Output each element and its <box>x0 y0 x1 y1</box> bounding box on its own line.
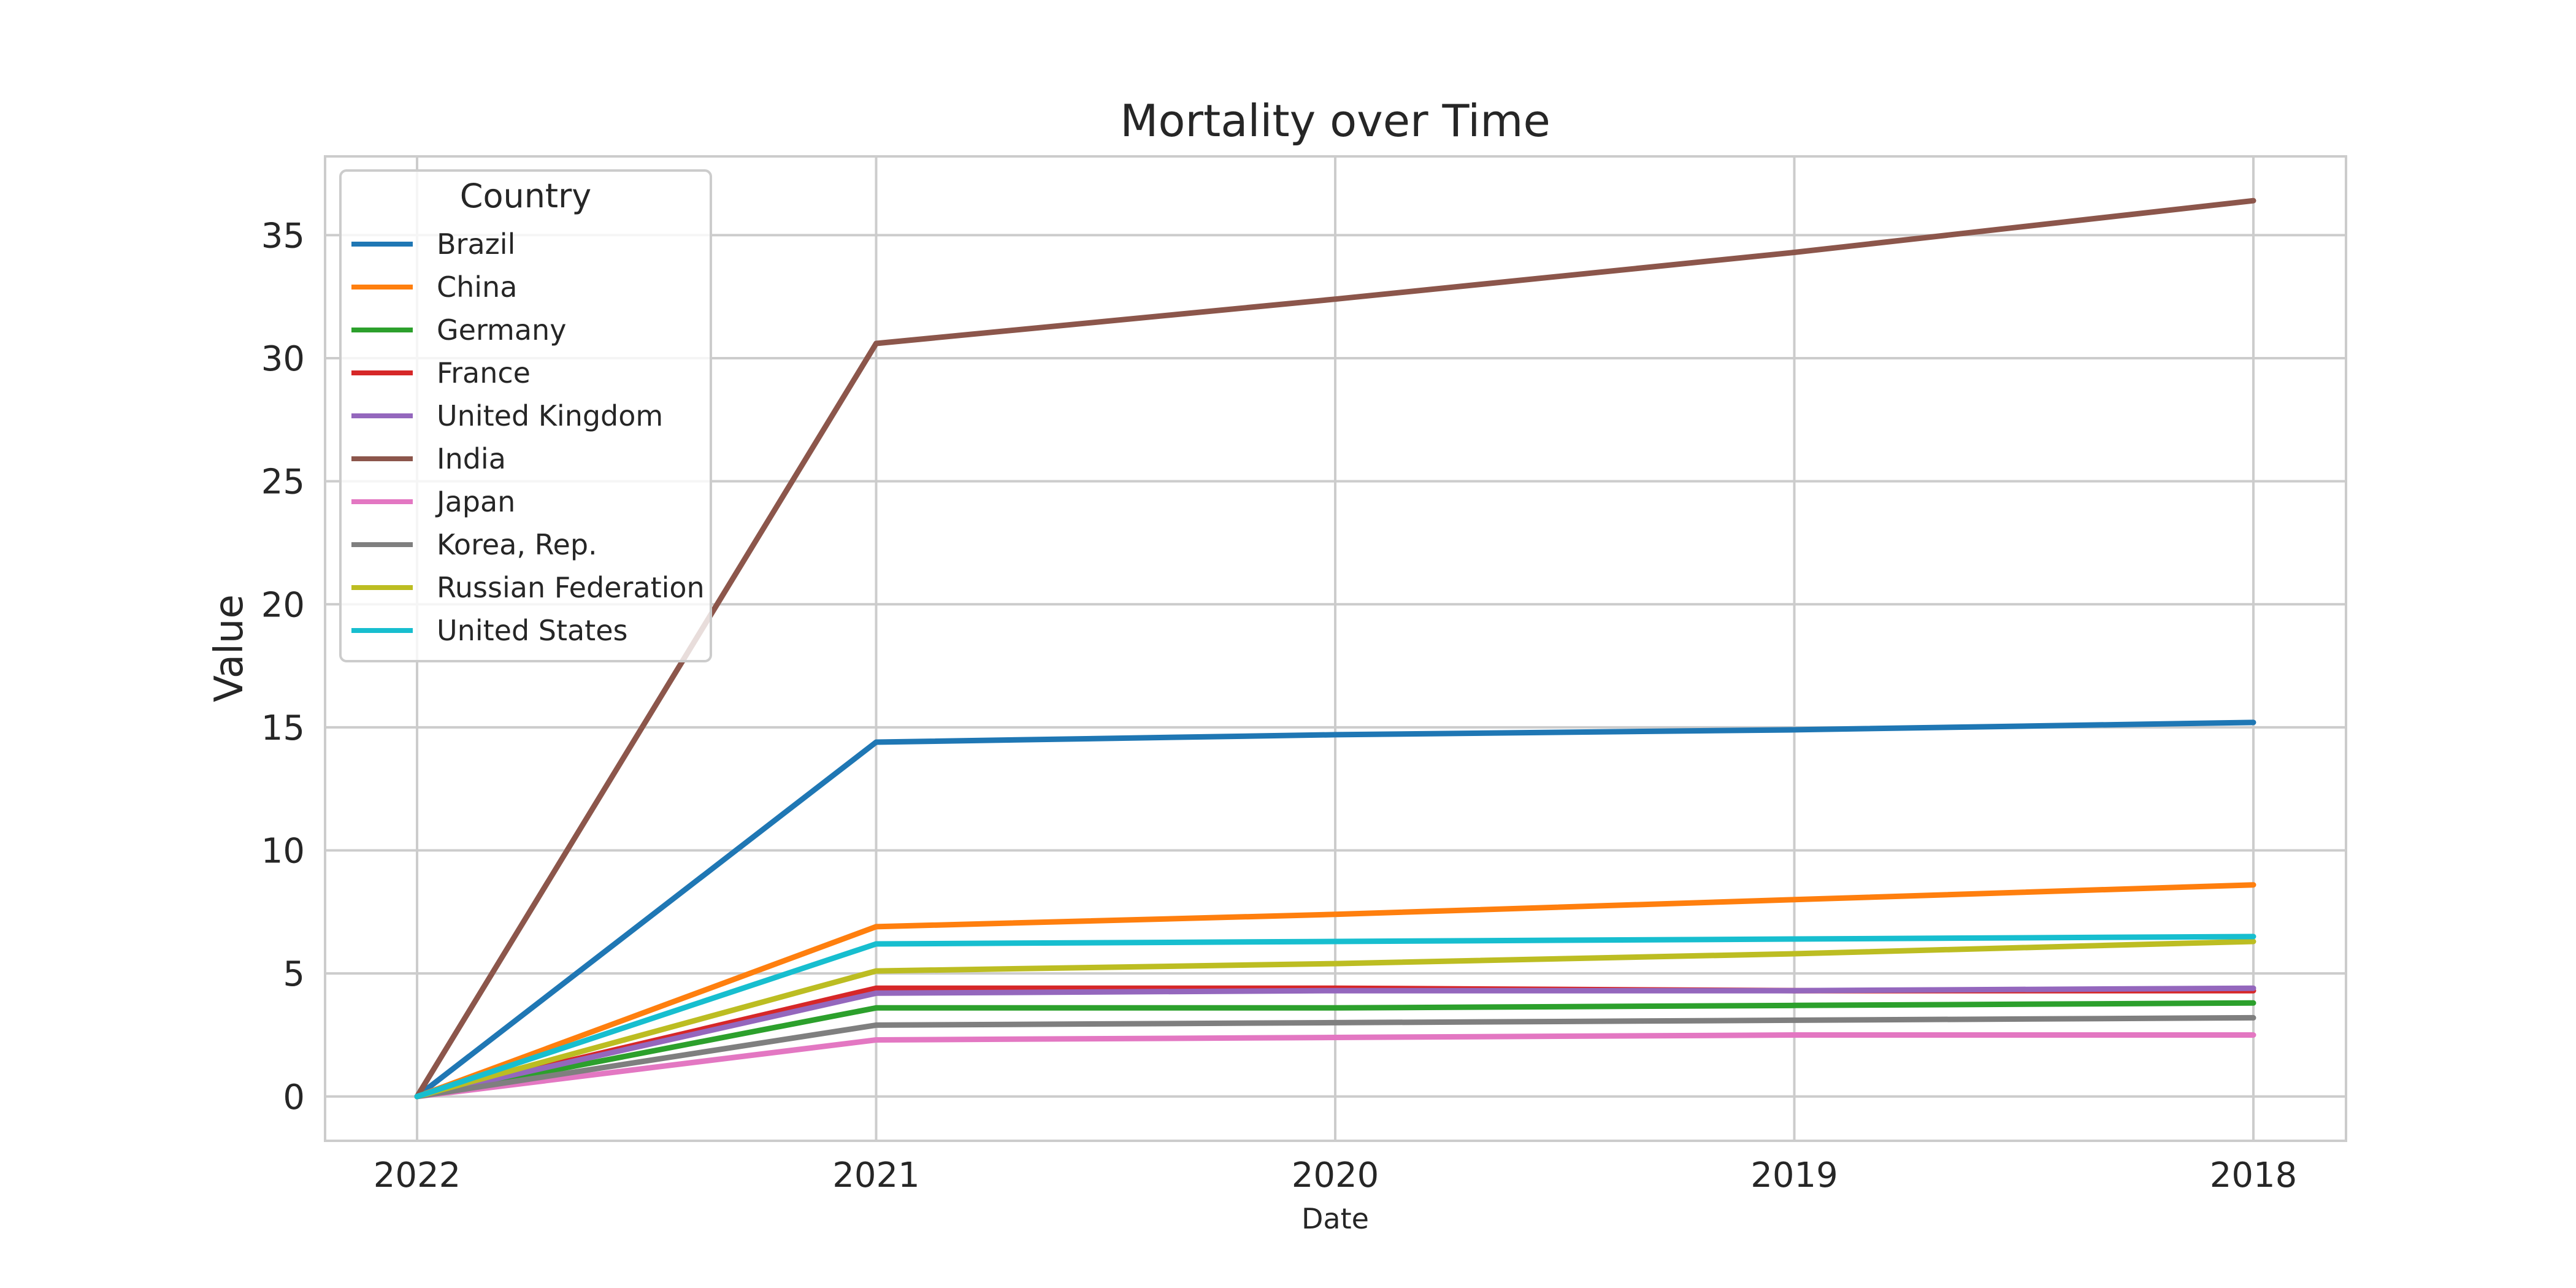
y-tick-label: 30 <box>261 339 305 379</box>
series-line-korea-rep <box>414 1014 2256 1100</box>
x-tick-label: 2019 <box>1750 1156 1838 1195</box>
legend-label-japan: Japan <box>435 485 515 518</box>
legend: Country Brazil China Germany France United K… <box>339 169 712 662</box>
y-axis-label: Value <box>207 594 252 702</box>
legend-box <box>339 169 712 662</box>
series-line-united-states <box>414 933 2256 1100</box>
legend-label-france: France <box>437 356 531 389</box>
series-line-united-kingdom <box>414 985 2256 1100</box>
legend-label-china: China <box>437 270 517 304</box>
x-axis-label: Date <box>1301 1202 1369 1235</box>
legend-title: Country <box>460 177 592 215</box>
x-tick-label: 2021 <box>832 1156 920 1195</box>
y-tick-label: 25 <box>261 462 305 502</box>
y-tick-label: 20 <box>261 585 305 625</box>
y-tick-label: 0 <box>283 1078 305 1117</box>
series-line-brazil <box>414 719 2256 1100</box>
y-tick-label: 10 <box>261 832 305 872</box>
chart-title: Mortality over Time <box>1120 95 1551 147</box>
legend-label-korea-rep: Korea, Rep. <box>437 528 597 561</box>
series-line-germany <box>414 1000 2256 1100</box>
series-line-china <box>414 882 2256 1100</box>
legend-label-india: India <box>437 442 506 475</box>
x-tick-label: 2022 <box>374 1156 461 1195</box>
legend-label-united-states: United States <box>437 614 628 647</box>
series-line-india <box>414 197 2256 1100</box>
series-line-japan <box>414 1032 2256 1100</box>
legend-label-brazil: Brazil <box>437 228 515 261</box>
legend-label-germany: Germany <box>437 313 566 347</box>
x-tick-label: 2018 <box>2210 1156 2298 1195</box>
y-tick-label: 35 <box>261 216 305 256</box>
x-axis-ticks: 2022 2021 2020 2019 2018 <box>374 1156 2298 1195</box>
y-tick-label: 5 <box>283 954 305 994</box>
series-lines <box>414 197 2256 1100</box>
legend-items: Brazil China Germany France United Kingdom In… <box>351 228 705 647</box>
y-tick-label: 15 <box>261 708 305 748</box>
series-line-russian-federation <box>414 938 2256 1100</box>
legend-label-united-kingdom: United Kingdom <box>437 399 663 432</box>
y-axis-ticks: 0 5 10 15 20 25 30 35 <box>261 216 305 1117</box>
x-tick-label: 2020 <box>1292 1156 1379 1195</box>
legend-label-russian-federation: Russian Federation <box>437 571 705 604</box>
